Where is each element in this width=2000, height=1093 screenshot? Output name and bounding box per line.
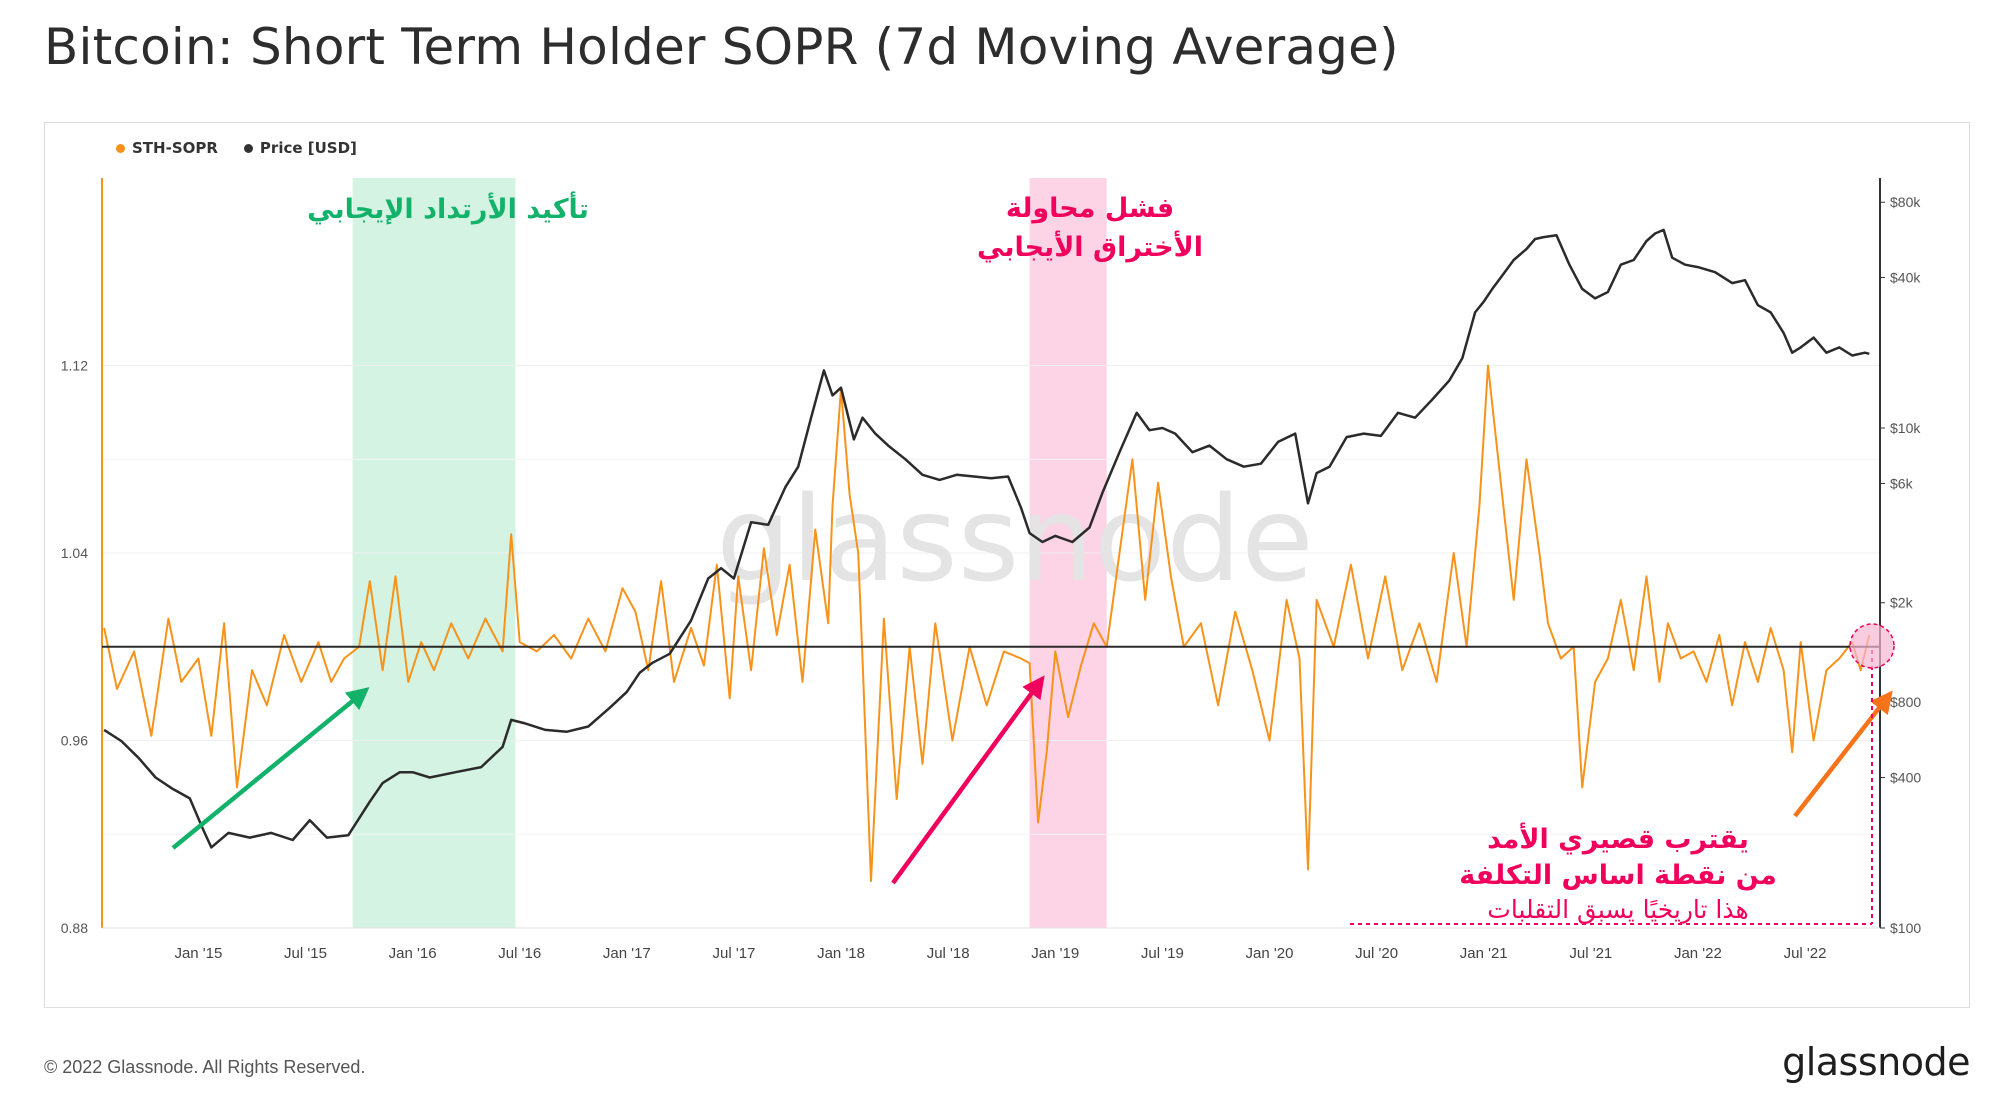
arrow-pink [891,675,1045,885]
y-right-tick-label: $40k [1890,269,1921,285]
series-line-price [103,228,1870,849]
y-left-tick-label: 1.04 [61,545,88,561]
y-right-tick-label: $2k [1890,595,1914,611]
x-tick-label: Jul '18 [927,945,970,962]
y-right-tick-label: $80k [1890,194,1921,210]
legend: STH-SOPR Price [USD] [116,139,357,157]
brand-logo: glassnode [1782,1040,1970,1084]
y-right-tick-label: $100 [1890,920,1921,936]
x-tick-label: Jan '17 [603,945,651,962]
y-right-tick-label: $400 [1890,769,1921,785]
x-tick-label: Jan '20 [1246,945,1294,962]
x-tick-label: Jul '16 [498,945,541,962]
annotation-pink-label-line2: الأختراق الأيجابي [977,230,1203,263]
x-tick-label: Jan '21 [1460,945,1508,962]
legend-swatch-sopr [116,143,125,153]
x-tick-label: Jul '22 [1784,945,1827,962]
x-tick-label: Jan '22 [1674,945,1722,962]
legend-label-price: Price [USD] [259,139,357,157]
legend-item-price[interactable]: Price [USD] [243,139,357,157]
x-tick-label: Jan '16 [389,945,437,962]
annotation-bottom-line2: من نقطة اساس التكلفة [1459,860,1777,891]
y-right-tick-label: $6k [1890,475,1914,491]
tick-labels: 1.12 1.04 0.96 0.88 $80k $40k $10k $6k $2k $800 $4… [61,194,1922,962]
annotation-green-label: تأكيد الأرتداد الإيجابي [307,191,589,225]
y-left-tick-label: 0.88 [61,920,88,936]
legend-item-sopr[interactable]: STH-SOPR [116,139,218,157]
chart-title: Bitcoin: Short Term Holder SOPR (7d Movi… [44,18,1399,76]
copyright: © 2022 Glassnode. All Rights Reserved. [44,1057,366,1077]
x-tick-label: Jul '15 [284,945,327,962]
x-tick-label: Jan '19 [1031,945,1079,962]
annotation-pink-label-line1: فشل محاولة [1006,193,1174,224]
y-left-tick-label: 1.12 [61,358,88,374]
x-tick-label: Jul '17 [712,945,755,962]
annotation-bottom-line3: هذا تاريخيًا يسبق التقلبات [1487,895,1748,924]
highlight-circle [1849,623,1895,669]
legend-label-sopr: STH-SOPR [132,139,218,157]
y-right-tick-label: $800 [1890,694,1921,710]
arrow-orange [1793,690,1893,818]
x-tick-label: Jan '15 [174,945,222,962]
y-left-tick-label: 0.96 [61,733,88,749]
annotation-bottom-line1: يقترب قصيري الأمد [1487,822,1749,855]
x-tick-label: Jul '21 [1569,945,1612,962]
x-tick-label: Jul '20 [1355,945,1398,962]
chart-frame [44,122,1970,1008]
axes [101,178,1881,929]
arrow-green [171,687,370,850]
y-right-tick-label: $10k [1890,420,1921,436]
legend-swatch-price [243,143,253,153]
x-tick-label: Jul '19 [1141,945,1184,962]
x-tick-label: Jan '18 [817,945,865,962]
